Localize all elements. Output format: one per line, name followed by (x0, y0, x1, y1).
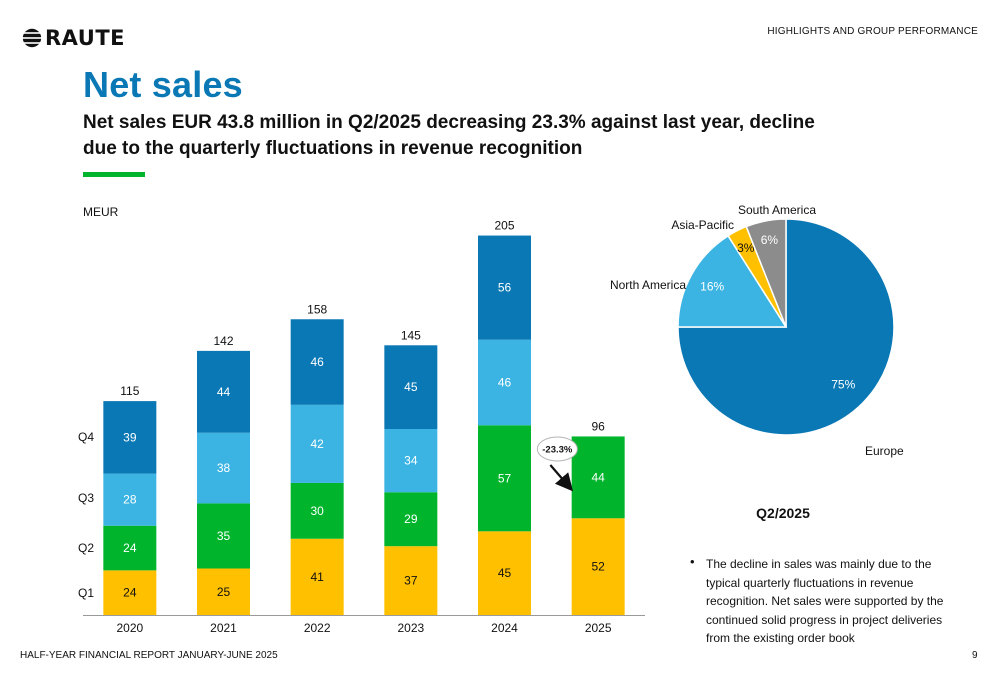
bar-q2-2020 (103, 525, 157, 571)
pie-slice-europe (677, 218, 895, 436)
pie-value-label: 3% (737, 241, 755, 255)
bar-total-label: 115 (120, 384, 139, 398)
bar-q3-2024 (478, 339, 531, 426)
bar-value-label: 25 (217, 585, 231, 599)
footer-report-title: HALF-YEAR FINANCIAL REPORT JANUARY-JUNE … (20, 650, 278, 661)
section-label: HIGHLIGHTS AND GROUP PERFORMANCE (767, 26, 978, 37)
bar-q3-2023 (384, 429, 438, 493)
pie-value-label: 16% (700, 279, 724, 293)
bar-total-label: 142 (213, 334, 233, 348)
x-tick-label: 2020 (116, 621, 143, 635)
page-title: Net sales (83, 64, 243, 105)
x-tick-label: 2024 (491, 621, 518, 635)
x-tick-label: 2021 (210, 621, 237, 635)
bar-q1-2020 (103, 570, 157, 615)
bar-value-label: 44 (591, 470, 605, 484)
bar-value-label: 35 (217, 529, 231, 543)
bar-q2-2022 (290, 482, 344, 539)
bar-value-label: 56 (498, 281, 512, 295)
bar-value-label: 38 (217, 461, 231, 475)
bar-value-label: 34 (404, 454, 418, 468)
bar-q1-2021 (197, 568, 250, 615)
legend-q3: Q3 (78, 491, 95, 505)
pie-category-label: Asia-Pacific (671, 218, 734, 232)
bar-total-label: 145 (401, 328, 421, 342)
x-tick-label: 2023 (397, 621, 424, 635)
accent-bar (83, 172, 145, 177)
bar-total-label: 96 (591, 419, 605, 433)
raute-logo: RAUTE (22, 26, 125, 50)
bar-value-label: 46 (498, 376, 512, 390)
x-tick-label: 2022 (304, 621, 331, 635)
pie-category-label: North America (610, 278, 686, 292)
bar-q1-2024 (478, 531, 531, 615)
bar-q1-2022 (290, 538, 344, 615)
legend-q1: Q1 (78, 586, 95, 600)
bar-q4-2022 (290, 319, 344, 405)
globe-icon (22, 28, 42, 48)
bar-q4-2020 (103, 401, 157, 474)
bullet-dot: • (690, 554, 695, 569)
legend-q2: Q2 (78, 541, 95, 555)
bar-q4-2023 (384, 345, 438, 429)
bar-value-label: 28 (123, 493, 137, 507)
bar-q2-2024 (478, 425, 531, 532)
decline-arrow (549, 464, 574, 492)
pie-category-label: Europe (865, 444, 904, 458)
change-annotation: -23.3% (542, 445, 573, 456)
bar-value-label: 39 (123, 430, 137, 444)
page-number: 9 (972, 650, 978, 661)
bar-q2-2021 (197, 503, 250, 569)
bar-q1-2023 (384, 546, 438, 615)
pie-slice-north-america (677, 234, 788, 328)
pie-value-label: 75% (831, 377, 855, 391)
bar-value-label: 42 (310, 437, 324, 451)
pie-caption: Q2/2025 (756, 505, 810, 521)
bar-value-label: 52 (591, 560, 605, 574)
bar-q1-2025 (571, 518, 625, 615)
region-pie-chart: 75% Europe 16% North America 3%Asia-Pacific 6… (610, 203, 904, 458)
bar-total-label: 205 (494, 219, 514, 233)
pie-value-label: 6% (761, 233, 779, 247)
bar-value-label: 37 (404, 574, 418, 588)
bar-q3-2022 (290, 404, 344, 483)
subtitle: Net sales EUR 43.8 million in Q2/2025 de… (83, 112, 815, 159)
bar-q3-2020 (103, 473, 157, 526)
bar-total-label: 158 (307, 302, 327, 316)
bar-value-label: 57 (498, 471, 512, 485)
bar-value-label: 24 (123, 541, 137, 555)
logo-text: RAUTE (45, 26, 125, 50)
pie-slice-south-america (745, 218, 787, 328)
bar-value-label: 44 (217, 385, 231, 399)
pie-category-label: South America (738, 203, 816, 217)
bar-value-label: 24 (123, 586, 137, 600)
bar-value-label: 45 (404, 380, 418, 394)
net-sales-bar-chart: 24 24 28 39 115 2020 25 35 38 44 142 2021 41 30 42 46 15… (83, 219, 645, 635)
bar-value-label: 29 (404, 512, 418, 526)
unit-label: MEUR (83, 205, 119, 219)
bar-q4-2024 (478, 235, 531, 340)
bar-value-label: 46 (310, 355, 324, 369)
bar-q3-2021 (197, 432, 250, 504)
bar-value-label: 30 (310, 504, 324, 518)
bar-q2-2025 (571, 436, 625, 519)
bar-value-label: 45 (498, 566, 512, 580)
bullet-text: The decline in sales was mainly due to t… (706, 557, 944, 645)
x-tick-label: 2025 (585, 621, 612, 635)
bar-value-label: 41 (310, 570, 324, 584)
legend-q4: Q4 (78, 430, 95, 444)
bar-q2-2023 (384, 492, 438, 547)
change-bubble (536, 436, 578, 462)
bar-q4-2021 (197, 350, 250, 433)
